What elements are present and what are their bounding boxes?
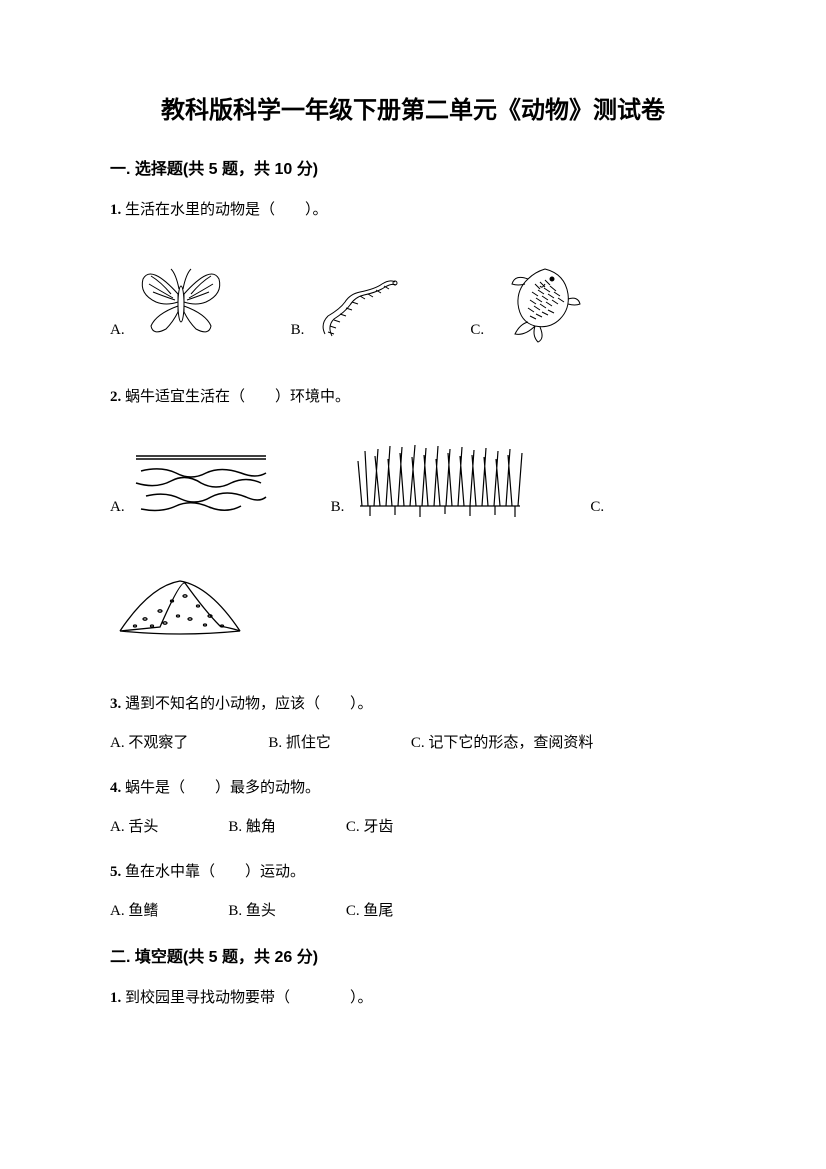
page-title: 教科版科学一年级下册第二单元《动物》测试卷: [110, 90, 716, 125]
q5-c: C. 鱼尾: [346, 898, 394, 925]
grass-icon: [350, 441, 530, 521]
q1-c-label: C.: [470, 317, 484, 344]
q3-text: 遇到不知名的小动物，应该（ ）。: [125, 696, 373, 712]
q3-c: C. 记下它的形态，查阅资料: [411, 730, 594, 757]
s2-question-1: 1. 到校园里寻找动物要带（ ）。: [110, 985, 716, 1012]
q2-option-a: A.: [110, 441, 271, 521]
q3-b: B. 抓住它: [268, 730, 331, 757]
q1-a-label: A.: [110, 317, 125, 344]
s2-q1-text: 到校园里寻找动物要带（ ）。: [125, 990, 373, 1006]
q2-b-label: B.: [331, 494, 345, 521]
q2-num: 2.: [110, 389, 121, 405]
section2-header: 二. 填空题(共 5 题，共 26 分): [110, 943, 716, 967]
q2-a-label: A.: [110, 494, 125, 521]
q4-text: 蜗牛是（ ）最多的动物。: [125, 780, 320, 796]
q5-b: B. 鱼头: [228, 898, 276, 925]
section1-header: 一. 选择题(共 5 题，共 10 分): [110, 155, 716, 179]
q1-option-b: B.: [291, 274, 411, 344]
s2-q1-num: 1.: [110, 990, 121, 1006]
q1-text: 生活在水里的动物是（ ）。: [125, 202, 328, 218]
q5-num: 5.: [110, 864, 121, 880]
q2-option-b: B.: [331, 441, 531, 521]
question-5: 5. 鱼在水中靠（ ）运动。 A. 鱼鳍 B. 鱼头 C. 鱼尾: [110, 859, 716, 925]
water-icon: [131, 441, 271, 521]
q1-b-label: B.: [291, 317, 305, 344]
fish-icon: [490, 254, 590, 344]
q3-a: A. 不观察了: [110, 730, 188, 757]
question-4: 4. 蜗牛是（ ）最多的动物。 A. 舌头 B. 触角 C. 牙齿: [110, 775, 716, 841]
q2-option-c: C.: [590, 494, 604, 521]
q1-option-c: C.: [470, 254, 590, 344]
q2-text: 蜗牛适宜生活在（ ）环境中。: [125, 389, 350, 405]
question-3: 3. 遇到不知名的小动物，应该（ ）。 A. 不观察了 B. 抓住它 C. 记下…: [110, 691, 716, 757]
q5-text: 鱼在水中靠（ ）运动。: [125, 864, 305, 880]
q2-c-label: C.: [590, 494, 604, 521]
q4-num: 4.: [110, 780, 121, 796]
worm-icon: [310, 274, 410, 344]
q4-a: A. 舌头: [110, 814, 158, 841]
sand-icon: [110, 571, 250, 641]
q5-a: A. 鱼鳍: [110, 898, 158, 925]
q1-num: 1.: [110, 202, 121, 218]
q4-b: B. 触角: [228, 814, 276, 841]
q2-c-image: [110, 571, 716, 651]
q1-option-a: A.: [110, 254, 231, 344]
butterfly-icon: [131, 254, 231, 344]
q3-num: 3.: [110, 696, 121, 712]
question-1: 1. 生活在水里的动物是（ ）。 A.: [110, 197, 716, 344]
q4-c: C. 牙齿: [346, 814, 394, 841]
question-2: 2. 蜗牛适宜生活在（ ）环境中。 A. B.: [110, 384, 716, 651]
